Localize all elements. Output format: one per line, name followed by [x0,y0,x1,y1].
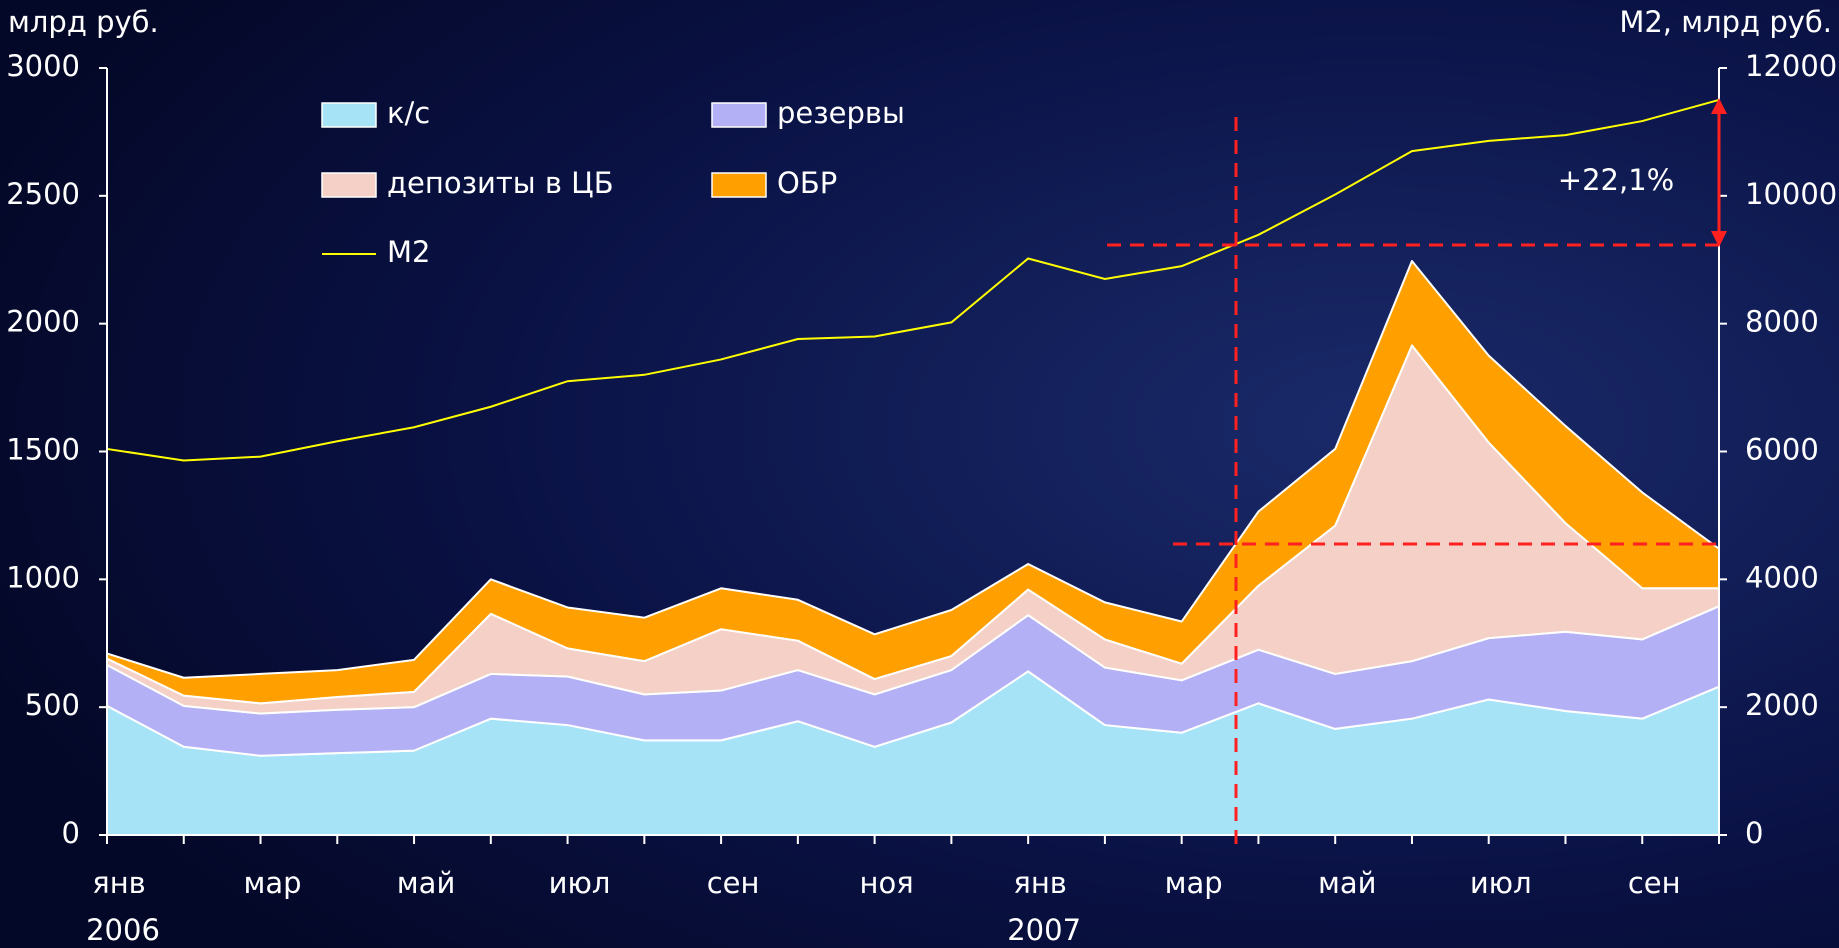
x-tick-label: мар [1165,866,1223,900]
legend-swatch [711,102,767,128]
y-tick-label: 1500 [6,433,80,467]
y2-tick-label: 4000 [1745,560,1819,594]
y2-tick-label: 2000 [1745,688,1819,722]
line [106,98,1720,462]
x-tick-label: июл [549,866,611,900]
x-tick-label: ноя [860,866,914,900]
x-tick-label: май [397,866,456,900]
y2-tick-label: 0 [1745,816,1763,850]
x-tick-label: янв [1013,866,1067,900]
annotation-lines [1107,98,1727,848]
legend: к/с резервы депозиты в ЦБ ОБР M2 [321,96,905,269]
y-tick-label: 2500 [6,177,80,211]
arrow-head [1711,98,1727,114]
x-tick-label: сен [1628,866,1681,900]
x-tick-label: май [1318,866,1377,900]
plot: 0 500 1000 1500 2000 2500 3000 0 2000 4000 6000 800… [6,49,1837,947]
y2-tick-label: 8000 [1745,305,1819,339]
legend-label: M2 [387,235,430,269]
y-tick-label: 1000 [6,560,80,594]
y2-axis-label: M2, млрд руб. [1619,5,1832,39]
legend-label: резервы [777,96,905,130]
x-tick-label: сен [707,866,760,900]
legend-swatch [321,172,377,198]
legend-swatch [321,102,377,128]
y2-tick-label: 10000 [1745,177,1837,211]
x-tick-label: июл [1470,866,1532,900]
y-tick-label: 2000 [6,305,80,339]
y-tick-label: 3000 [6,49,80,83]
legend-label: депозиты в ЦБ [387,166,614,200]
x-tick-label: мар [243,866,301,900]
y-axis-label: млрд руб. [8,5,159,39]
annotation: +22,1% [1558,163,1674,197]
arrow-head [1711,231,1727,247]
y2-tick-label: 6000 [1745,433,1819,467]
y2-tick-label: 12000 [1745,49,1837,83]
x-group-label: 2006 [86,913,160,947]
x-group-label: 2007 [1007,913,1081,947]
x-tick-label: янв [92,866,146,900]
legend-label: к/с [387,96,430,130]
legend-swatch [711,172,767,198]
legend-label: ОБР [777,166,837,200]
y-tick-label: 500 [25,688,80,722]
y-tick-label: 0 [62,816,80,850]
